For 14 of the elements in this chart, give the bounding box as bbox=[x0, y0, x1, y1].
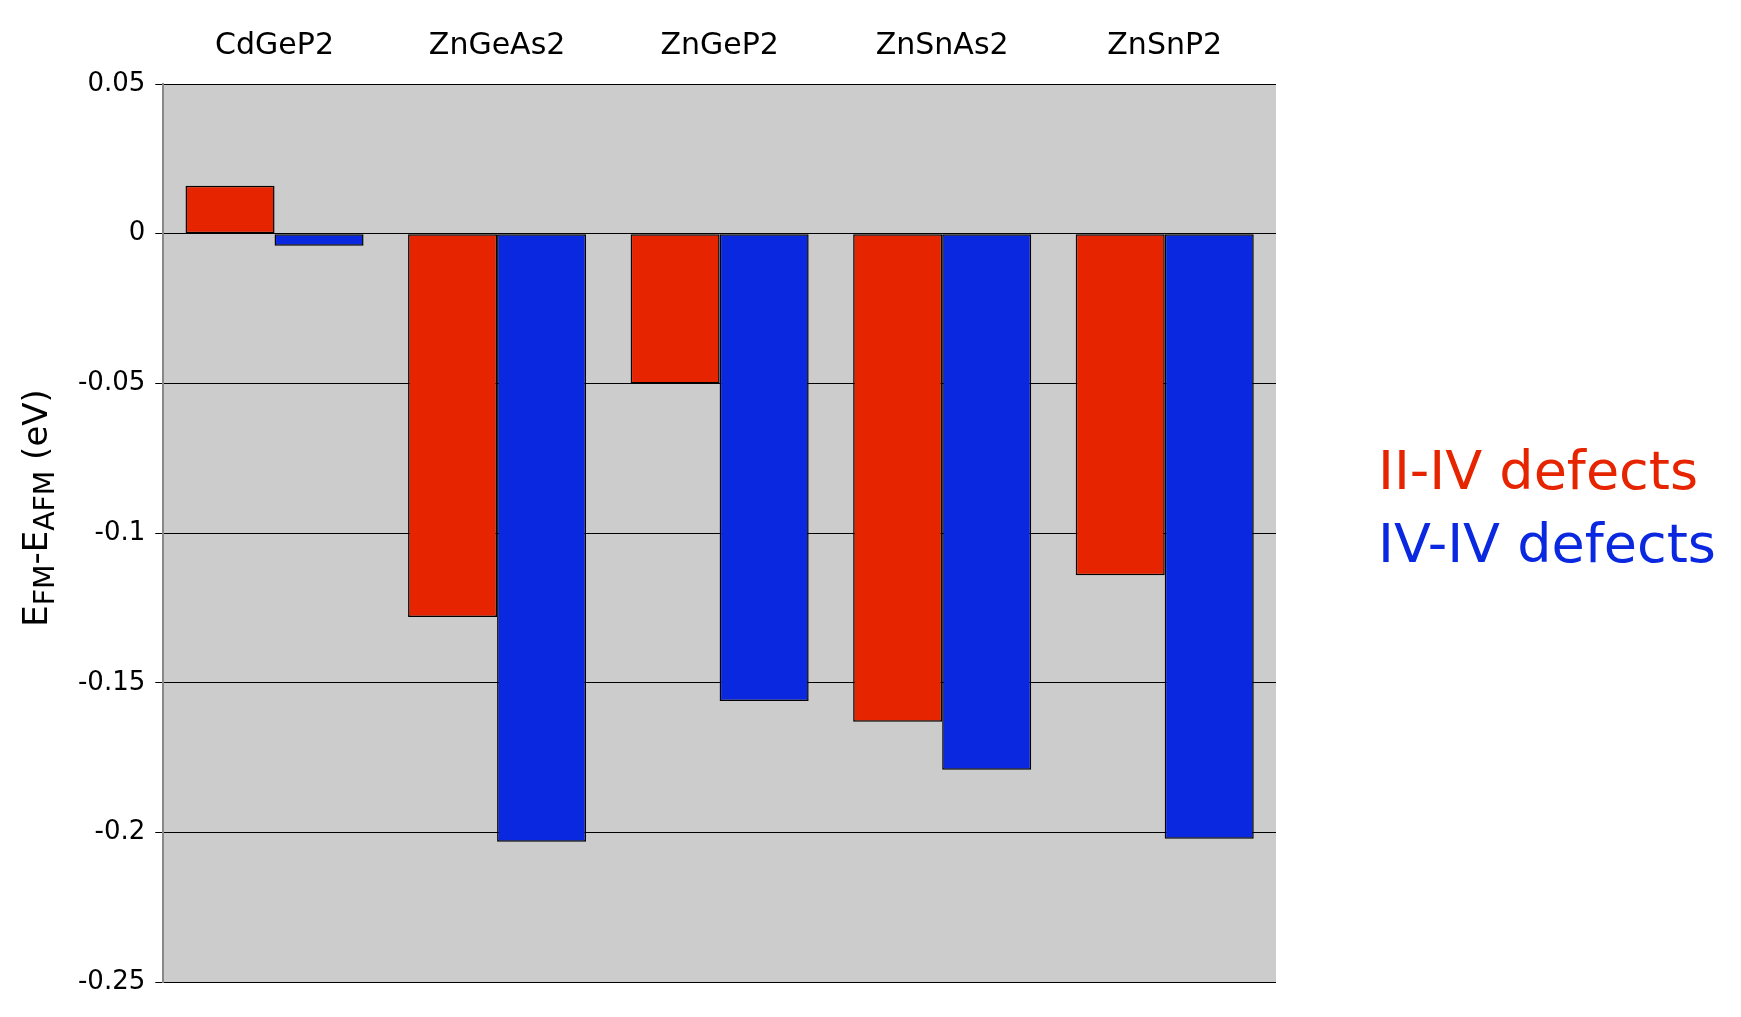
y-tick-label: -0.1 bbox=[94, 515, 146, 546]
y-tick-label: 0.05 bbox=[87, 66, 146, 97]
x-tick-label: ZnGeAs2 bbox=[428, 25, 566, 61]
x-tick-label: ZnSnP2 bbox=[1107, 25, 1223, 61]
y-tick-label: -0.15 bbox=[77, 665, 146, 696]
x-tick-label: ZnSnAs2 bbox=[875, 25, 1009, 61]
x-tick-label: CdGeP2 bbox=[215, 25, 334, 61]
y-tick-label: -0.2 bbox=[94, 815, 146, 846]
y-tick-label: -0.25 bbox=[77, 965, 146, 996]
y-tick-label: -0.05 bbox=[77, 366, 146, 397]
text: IV-IV defects bbox=[1378, 511, 1716, 577]
x-tick-label: ZnGeP2 bbox=[660, 25, 779, 61]
y-tick-label: 0 bbox=[128, 216, 146, 247]
text: II-IV defects bbox=[1378, 438, 1700, 505]
